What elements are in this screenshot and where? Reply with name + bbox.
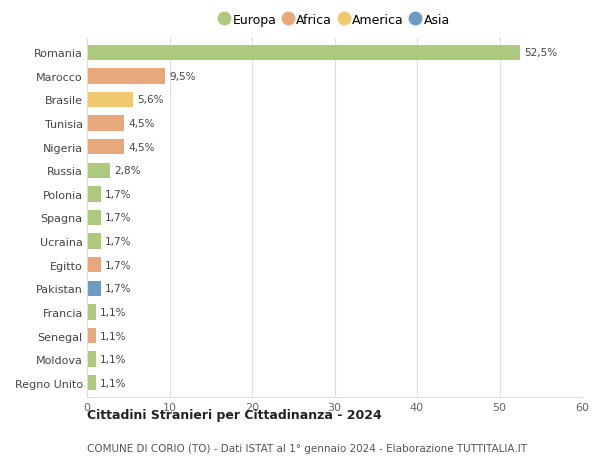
Text: 1,7%: 1,7% bbox=[105, 213, 131, 223]
Text: 5,6%: 5,6% bbox=[137, 95, 164, 105]
Text: 1,1%: 1,1% bbox=[100, 307, 127, 317]
Bar bbox=[87, 69, 166, 84]
Bar bbox=[87, 210, 101, 226]
Text: Cittadini Stranieri per Cittadinanza - 2024: Cittadini Stranieri per Cittadinanza - 2… bbox=[87, 409, 382, 421]
Bar bbox=[87, 93, 133, 108]
Bar bbox=[87, 352, 96, 367]
Bar bbox=[87, 140, 124, 155]
Bar bbox=[87, 281, 101, 297]
Text: COMUNE DI CORIO (TO) - Dati ISTAT al 1° gennaio 2024 - Elaborazione TUTTITALIA.I: COMUNE DI CORIO (TO) - Dati ISTAT al 1° … bbox=[87, 443, 527, 453]
Text: 1,7%: 1,7% bbox=[105, 190, 131, 200]
Text: 52,5%: 52,5% bbox=[524, 48, 557, 58]
Bar bbox=[87, 163, 110, 179]
Text: 1,1%: 1,1% bbox=[100, 378, 127, 388]
Bar bbox=[87, 45, 520, 61]
Bar bbox=[87, 187, 101, 202]
Bar bbox=[87, 305, 96, 320]
Legend: Europa, Africa, America, Asia: Europa, Africa, America, Asia bbox=[216, 11, 453, 29]
Text: 9,5%: 9,5% bbox=[170, 72, 196, 82]
Bar bbox=[87, 116, 124, 131]
Bar bbox=[87, 257, 101, 273]
Text: 2,8%: 2,8% bbox=[114, 166, 141, 176]
Text: 1,1%: 1,1% bbox=[100, 331, 127, 341]
Text: 1,7%: 1,7% bbox=[105, 284, 131, 294]
Bar bbox=[87, 375, 96, 391]
Text: 1,1%: 1,1% bbox=[100, 354, 127, 364]
Text: 4,5%: 4,5% bbox=[128, 142, 155, 152]
Bar bbox=[87, 328, 96, 343]
Text: 4,5%: 4,5% bbox=[128, 119, 155, 129]
Text: 1,7%: 1,7% bbox=[105, 236, 131, 246]
Text: 1,7%: 1,7% bbox=[105, 260, 131, 270]
Bar bbox=[87, 234, 101, 249]
